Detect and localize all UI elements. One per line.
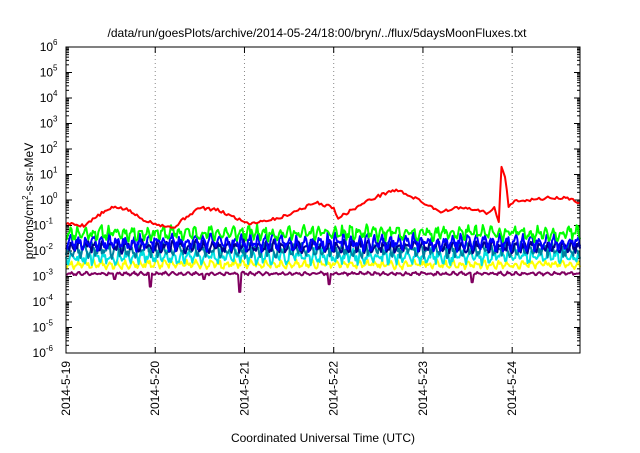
x-tick-label-2: 2014-5-21 [237,361,251,416]
x-tick-label-4: 2014-5-23 [416,361,430,416]
x-axis-label: Coordinated Universal Time (UTC) [231,431,415,445]
y-axis-label-sup: 2 [21,195,30,200]
y-tick-label-1: 10-5 [33,319,54,335]
series-line-purple [65,270,581,293]
x-tick-label-0: 2014-5-19 [59,361,73,416]
y-axis-label: protons/cm2-s-sr-MeV [21,143,36,259]
series-line-teal [65,240,581,260]
series-line-green [65,223,581,243]
x-tick-label-5: 2014-5-24 [505,361,519,416]
y-tick-label-3: 10-3 [33,268,54,284]
y-tick-label-8: 102 [40,140,58,156]
y-tick-label-12: 106 [40,38,58,54]
series-line-red [65,165,581,229]
y-tick-label-6: 100 [40,191,58,207]
y-tick-label-5: 10-1 [33,217,54,233]
y-tick-label-4: 10-2 [33,242,54,258]
series-line-blue [65,231,581,254]
x-tick-label-1: 2014-5-20 [148,361,162,416]
series-line-yellow [65,258,581,271]
y-tick-label-11: 105 [40,64,58,80]
chart-title: /data/run/goesPlots/archive/2014-05-24/1… [108,26,528,40]
y-axis-label-post: -s-sr-MeV [22,143,36,196]
y-tick-label-10: 104 [40,89,58,105]
plot-frame [65,46,581,354]
y-tick-label-2: 10-4 [33,293,54,309]
y-axis-label-pre: protons/cm [22,200,36,259]
y-tick-label-9: 103 [40,115,58,131]
y-tick-label-0: 10-6 [33,344,54,360]
y-tick-label-7: 101 [40,166,58,182]
x-tick-label-3: 2014-5-22 [327,361,341,416]
plot-area: 2014-5-19 2014-5-20 2014-5-21 2014-5-22 2014… [33,38,581,416]
